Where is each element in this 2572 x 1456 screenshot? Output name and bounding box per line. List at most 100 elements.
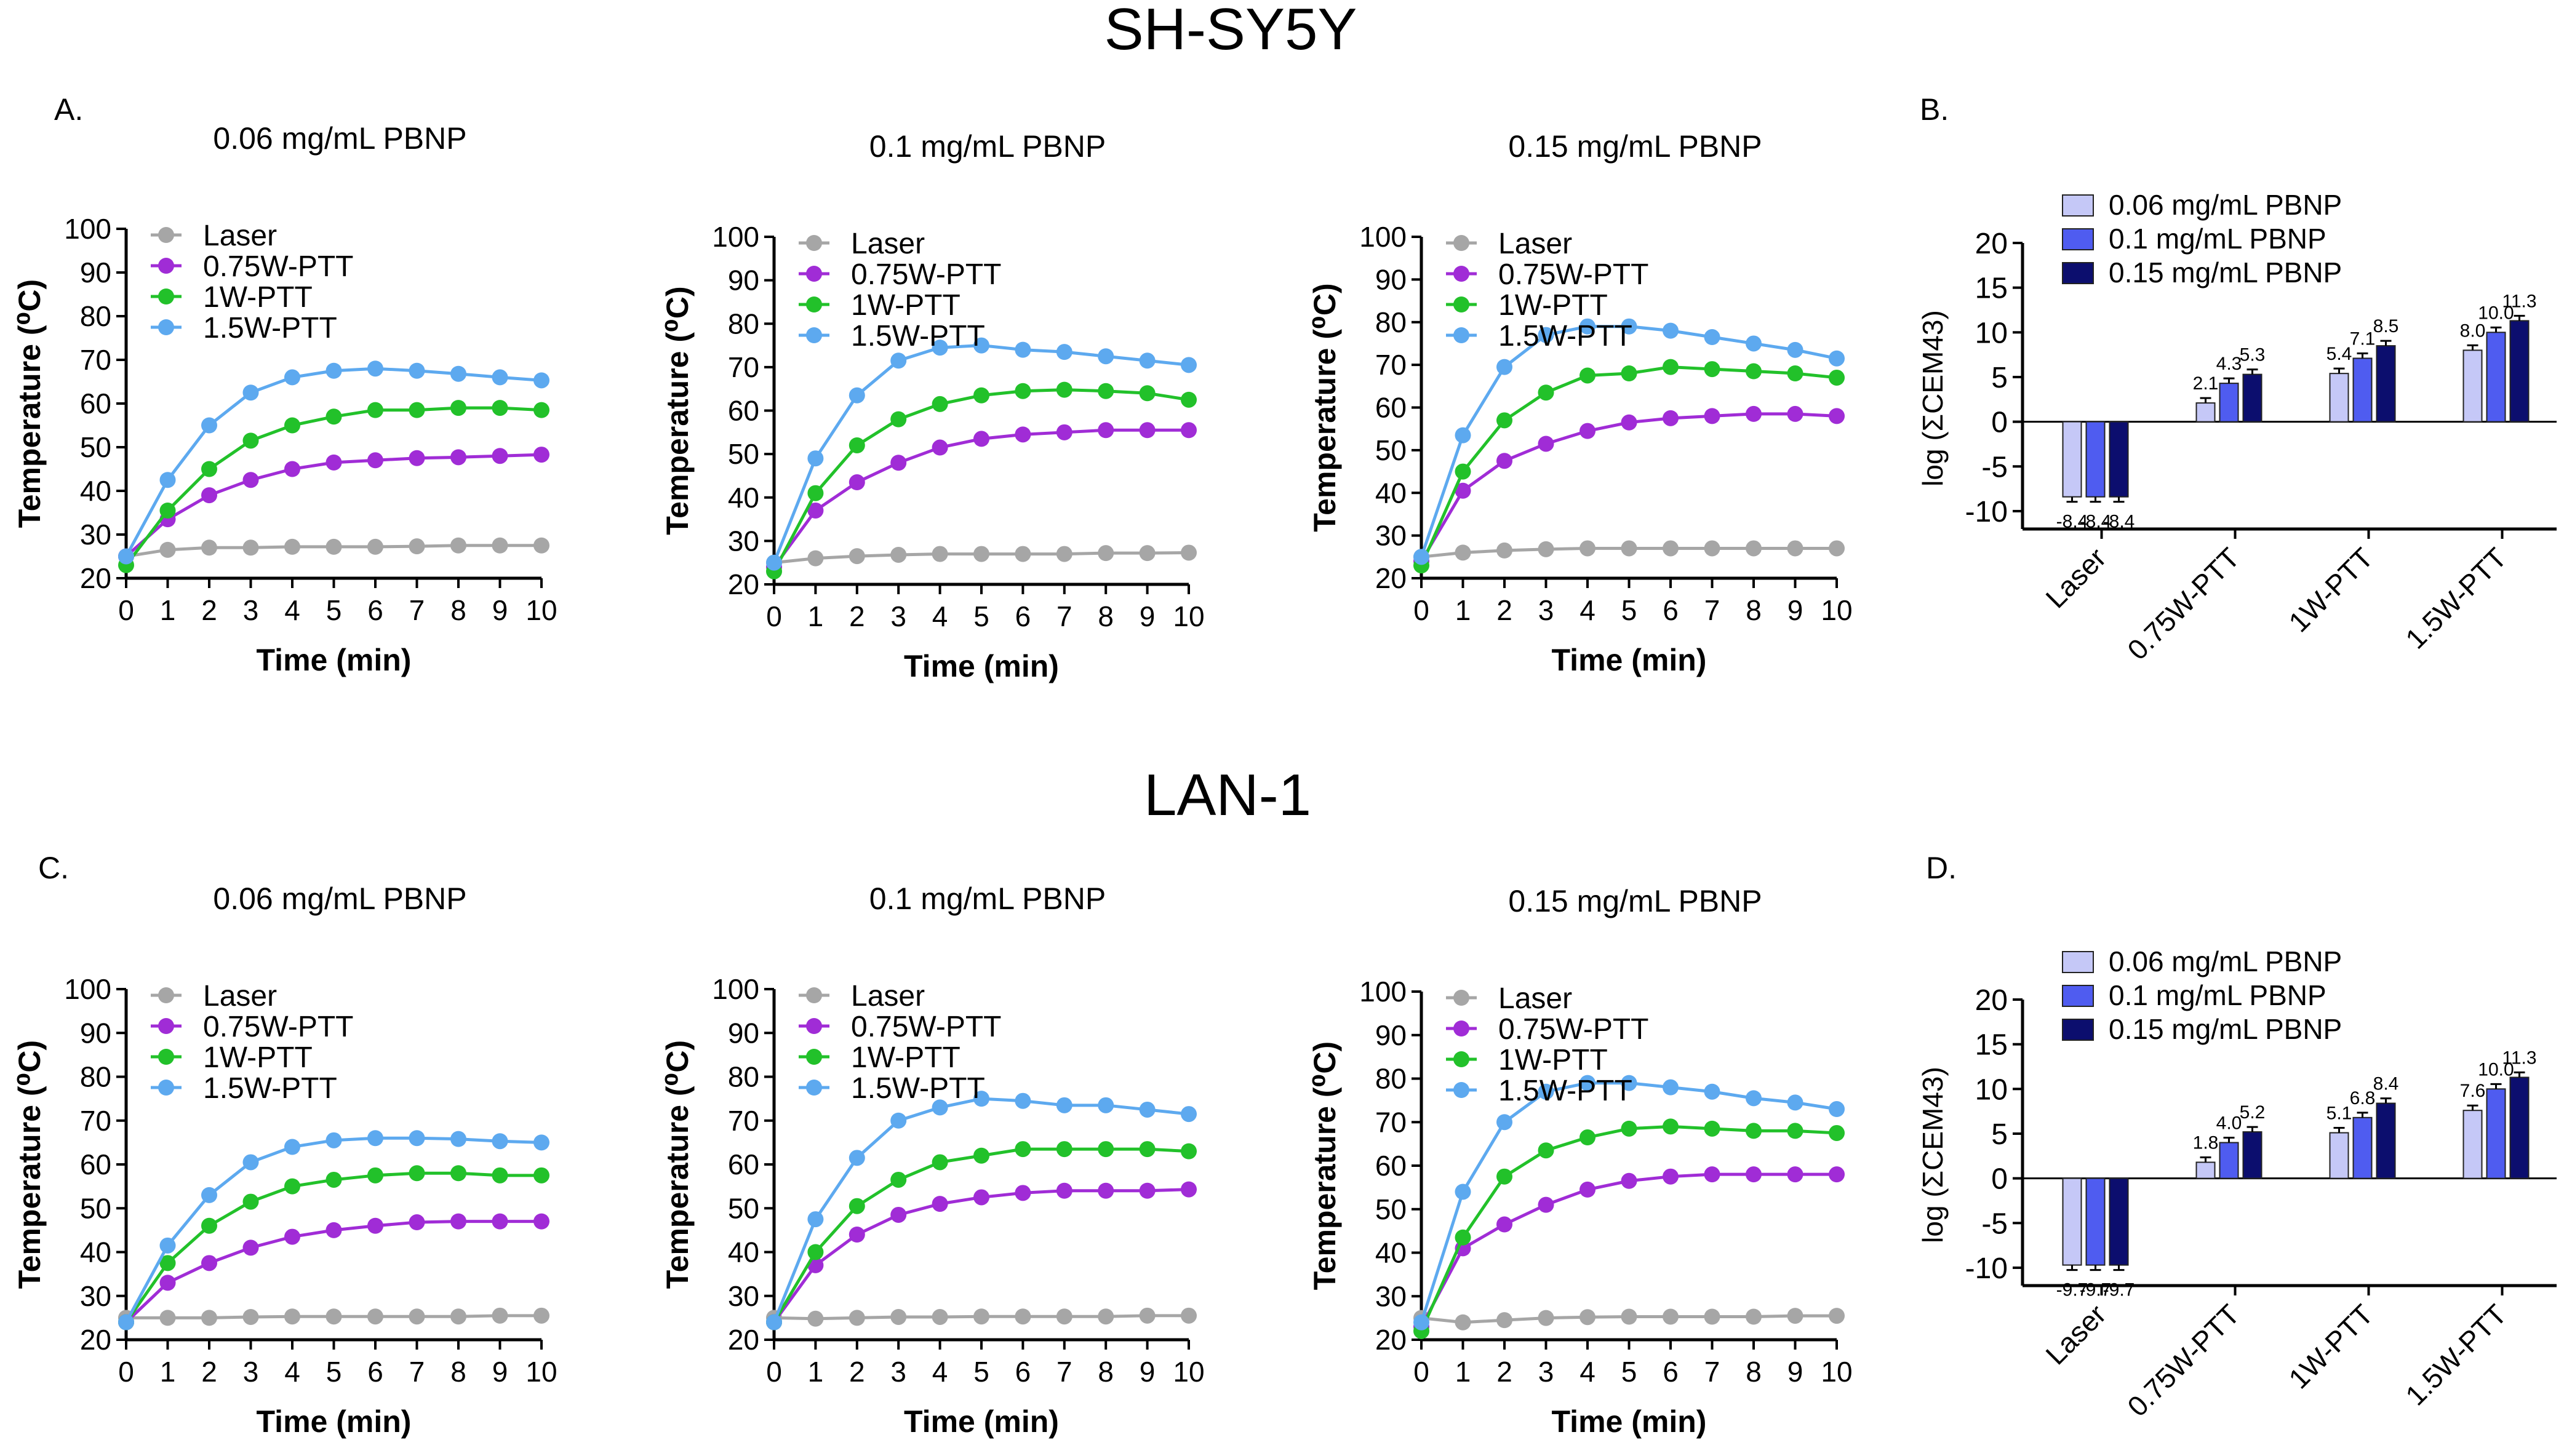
y-tick-label: 30 — [1375, 520, 1407, 552]
series-line-1 — [1420, 1172, 1837, 1327]
data-point — [1139, 422, 1156, 439]
data-point — [367, 1167, 383, 1183]
y-axis-label: log (ΣCEM43) — [1917, 1067, 1949, 1243]
legend-label: 0.75W-PTT — [851, 258, 1002, 291]
data-point — [242, 432, 259, 449]
data-point — [242, 1308, 259, 1325]
data-point — [890, 1206, 907, 1223]
data-point — [1538, 541, 1554, 557]
data-point — [325, 1132, 342, 1148]
data-point — [533, 402, 549, 418]
data-point — [1056, 1141, 1072, 1158]
x-tick-label: 4 — [932, 1356, 948, 1388]
y-tick-label: 80 — [728, 308, 759, 340]
data-point — [533, 537, 549, 554]
series-line-1 — [772, 1188, 1189, 1323]
data-point — [807, 550, 824, 567]
y-tick-label: -5 — [1981, 1207, 2008, 1240]
data-point — [159, 541, 176, 558]
data-point — [159, 1255, 176, 1271]
y-tick-label: 90 — [728, 265, 759, 296]
data-point — [1746, 1166, 1762, 1183]
y-tick-label: 20 — [728, 1324, 759, 1356]
y-tick-label: 90 — [728, 1017, 759, 1049]
data-point — [1580, 540, 1596, 557]
data-point — [492, 1307, 508, 1324]
data-point — [242, 1154, 259, 1171]
x-tick-label: 0.75W-PTT — [2121, 1298, 2245, 1422]
chart-c1: 0.06 mg/mL PBNP 20 30 40 50 60 70 80 90 100 0 1 2 3 4 5… — [12, 881, 557, 1439]
y-tick-label: 70 — [80, 1105, 111, 1137]
x-tick-label: 10 — [1173, 1356, 1204, 1388]
data-point — [1746, 363, 1762, 380]
x-axis-label: Time (min) — [257, 643, 412, 677]
x-tick-label: 0 — [118, 594, 134, 626]
data-point — [973, 546, 989, 562]
data-point — [1455, 427, 1471, 444]
data-point — [766, 1314, 782, 1331]
legend-label: 0.75W-PTT — [1498, 1013, 1649, 1046]
x-tick-label: 6 — [1663, 594, 1679, 626]
x-tick-label: 3 — [243, 594, 259, 626]
legend-marker — [1453, 266, 1469, 282]
data-point — [1496, 359, 1512, 375]
row1-heading: SH-SY5Y — [1104, 0, 1357, 62]
legend-label: 1.5W-PTT — [1498, 1075, 1632, 1107]
data-point — [1580, 1309, 1596, 1326]
bar-value-label: 6.8 — [2350, 1088, 2376, 1108]
y-tick-label: 80 — [728, 1061, 759, 1093]
data-point — [1580, 367, 1596, 384]
panel-label-b: B. — [1920, 92, 1949, 127]
data-point — [1496, 1168, 1512, 1185]
data-point — [932, 439, 948, 456]
y-tick-label: 40 — [1375, 1237, 1407, 1269]
data-point — [1704, 1083, 1720, 1100]
data-point — [1787, 341, 1803, 358]
data-point — [492, 1133, 508, 1150]
data-point — [118, 1314, 134, 1331]
legend-label: 1W-PTT — [851, 1041, 961, 1074]
data-point — [325, 1171, 342, 1188]
data-point — [807, 1310, 824, 1327]
bar — [2062, 421, 2082, 498]
data-point — [284, 1178, 300, 1195]
y-tick-label: 50 — [728, 1192, 759, 1224]
data-point — [1663, 540, 1679, 557]
data-point — [932, 546, 948, 562]
bar-value-label: 4.0 — [2216, 1113, 2242, 1134]
data-point — [325, 538, 342, 555]
y-tick-label: 5 — [1991, 362, 2008, 394]
bar-value-label: 11.3 — [2502, 291, 2536, 311]
x-tick-label: Laser — [2039, 541, 2112, 614]
legend-label: Laser — [851, 980, 925, 1012]
data-point — [1621, 414, 1637, 431]
x-tick-label: 5 — [326, 594, 342, 626]
x-tick-label: 0 — [118, 1356, 134, 1388]
data-point — [1538, 1310, 1554, 1326]
data-point — [492, 369, 508, 386]
data-point — [890, 546, 907, 563]
x-tick-label: 9 — [1787, 1356, 1803, 1388]
y-tick-label: 100 — [1359, 976, 1407, 1008]
data-point — [1181, 544, 1197, 561]
chart-title: 0.06 mg/mL PBNP — [213, 121, 466, 156]
bar-value-label: 2.1 — [2193, 373, 2219, 394]
chart-c2: 0.1 mg/mL PBNP 20 30 40 50 60 70 80 90 100 0 1 2 3 4 5 6… — [660, 881, 1205, 1439]
data-point — [325, 1222, 342, 1238]
data-point — [284, 1139, 300, 1155]
y-tick-label: 40 — [80, 1236, 111, 1268]
data-point — [1098, 383, 1114, 399]
y-tick-label: 60 — [728, 1148, 759, 1180]
bar — [2242, 373, 2262, 423]
data-point — [159, 502, 176, 519]
data-point — [367, 1130, 383, 1147]
data-point — [325, 408, 342, 425]
data-point — [1787, 365, 1803, 381]
x-tick-label: 1 — [160, 594, 176, 626]
y-tick-label: 90 — [80, 1017, 111, 1049]
data-point — [973, 387, 989, 404]
y-tick-label: 0 — [1991, 1163, 2008, 1196]
data-point — [201, 1255, 217, 1271]
data-point — [1621, 318, 1637, 335]
data-point — [242, 539, 259, 556]
